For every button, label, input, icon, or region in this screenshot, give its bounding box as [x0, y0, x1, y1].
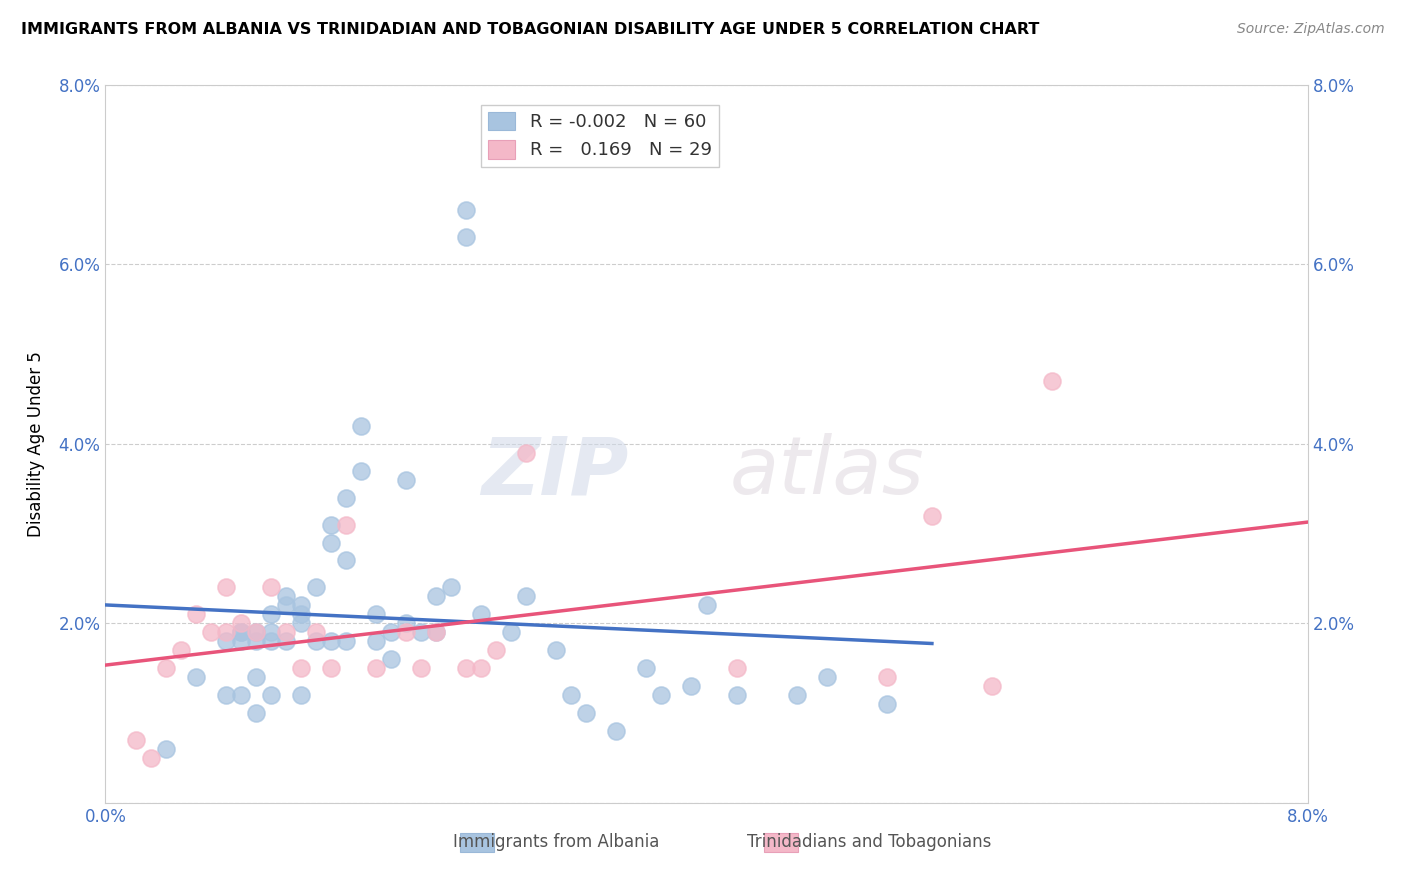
Point	[815, 670, 838, 684]
Point	[229, 688, 252, 702]
Point	[290, 688, 312, 702]
Text: atlas: atlas	[730, 434, 924, 511]
Text: Source: ZipAtlas.com: Source: ZipAtlas.com	[1237, 22, 1385, 37]
Point	[696, 599, 718, 613]
Point	[876, 697, 898, 711]
Point	[260, 607, 283, 622]
Point	[290, 599, 312, 613]
Point	[290, 607, 312, 622]
Point	[335, 553, 357, 567]
Text: ZIP: ZIP	[481, 434, 628, 511]
Point	[425, 625, 447, 640]
Point	[245, 670, 267, 684]
Point	[245, 634, 267, 648]
Point	[650, 688, 672, 702]
Point	[546, 643, 568, 657]
Point	[560, 688, 582, 702]
Point	[260, 581, 283, 595]
Point	[184, 670, 207, 684]
Point	[335, 517, 357, 532]
Point	[786, 688, 808, 702]
Point	[305, 581, 328, 595]
Point	[335, 634, 357, 648]
Point	[575, 706, 598, 720]
Point	[725, 661, 748, 675]
Point	[1040, 374, 1063, 388]
FancyBboxPatch shape	[765, 833, 797, 852]
Point	[335, 491, 357, 505]
Point	[456, 203, 478, 218]
Point	[214, 688, 236, 702]
Point	[364, 661, 387, 675]
Point	[260, 688, 283, 702]
Point	[395, 625, 418, 640]
Point	[515, 446, 537, 460]
Point	[319, 517, 342, 532]
Point	[409, 625, 432, 640]
Point	[981, 679, 1004, 693]
Point	[380, 625, 402, 640]
Point	[350, 418, 373, 433]
FancyBboxPatch shape	[460, 833, 494, 852]
Point	[440, 581, 463, 595]
Point	[274, 625, 297, 640]
Point	[409, 661, 432, 675]
Point	[636, 661, 658, 675]
Point	[876, 670, 898, 684]
Point	[214, 581, 236, 595]
Point	[364, 607, 387, 622]
Point	[169, 643, 191, 657]
Point	[456, 661, 478, 675]
Point	[515, 590, 537, 604]
Point	[274, 599, 297, 613]
Point	[245, 625, 267, 640]
Point	[395, 616, 418, 631]
Point	[229, 634, 252, 648]
Point	[725, 688, 748, 702]
Point	[290, 616, 312, 631]
Point	[139, 751, 162, 765]
Point	[425, 590, 447, 604]
Point	[260, 625, 283, 640]
Legend: R = -0.002   N = 60, R =   0.169   N = 29: R = -0.002 N = 60, R = 0.169 N = 29	[481, 104, 718, 167]
Point	[470, 607, 492, 622]
Point	[681, 679, 703, 693]
Point	[274, 590, 297, 604]
Point	[214, 625, 236, 640]
Point	[184, 607, 207, 622]
Point	[395, 473, 418, 487]
Point	[229, 616, 252, 631]
Point	[470, 661, 492, 675]
Point	[229, 625, 252, 640]
Point	[605, 724, 627, 739]
Point	[290, 661, 312, 675]
Point	[245, 706, 267, 720]
Point	[200, 625, 222, 640]
Point	[319, 661, 342, 675]
Text: Trinidadians and Tobagonians: Trinidadians and Tobagonians	[747, 833, 991, 851]
Point	[229, 625, 252, 640]
Point	[305, 625, 328, 640]
Point	[921, 508, 943, 523]
Point	[380, 652, 402, 666]
Point	[155, 742, 177, 756]
Text: Immigrants from Albania: Immigrants from Albania	[453, 833, 659, 851]
Point	[274, 634, 297, 648]
Point	[350, 464, 373, 478]
Point	[155, 661, 177, 675]
Point	[124, 733, 146, 747]
Point	[364, 634, 387, 648]
Point	[245, 625, 267, 640]
Y-axis label: Disability Age Under 5: Disability Age Under 5	[27, 351, 45, 537]
Point	[456, 230, 478, 244]
Point	[305, 634, 328, 648]
Point	[214, 634, 236, 648]
Point	[485, 643, 508, 657]
Point	[425, 625, 447, 640]
Point	[319, 634, 342, 648]
Text: IMMIGRANTS FROM ALBANIA VS TRINIDADIAN AND TOBAGONIAN DISABILITY AGE UNDER 5 COR: IMMIGRANTS FROM ALBANIA VS TRINIDADIAN A…	[21, 22, 1039, 37]
Point	[260, 634, 283, 648]
Point	[501, 625, 523, 640]
Point	[319, 535, 342, 549]
